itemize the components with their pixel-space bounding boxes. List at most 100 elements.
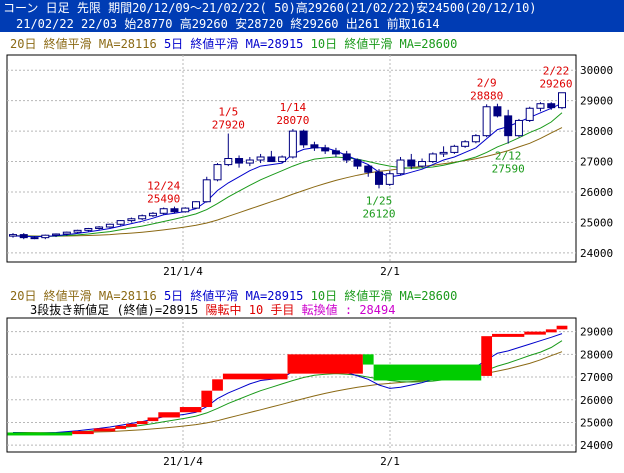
extreme-date-label: 1/14: [280, 101, 307, 114]
candle-up: [288, 130, 297, 158]
candle-up: [428, 153, 437, 163]
price-panel-y-tick-label: 26000: [580, 186, 613, 199]
breakline-panel-y-tick-label: 24000: [580, 439, 613, 452]
candle-up: [159, 208, 168, 214]
breakline-trend-status: 陽転中: [205, 303, 242, 317]
extreme-value-label: 27590: [492, 163, 525, 176]
candle-up: [278, 156, 287, 163]
top-legend-ma20: 20日 終値平滑 MA=28116: [10, 37, 157, 51]
brick-up: [93, 428, 116, 432]
candle-down: [19, 234, 28, 239]
candle-down: [342, 153, 351, 161]
candle-up: [95, 226, 104, 230]
candle-down: [493, 106, 502, 117]
candle-down: [299, 130, 308, 146]
brick-down: [7, 432, 73, 436]
breakline-step-count: 10 手目: [248, 303, 295, 317]
candle-up: [202, 179, 211, 203]
ma10-line: [12, 112, 563, 237]
bottom-legend-ma5: 5日 終値平滑 MA=28915: [163, 289, 304, 303]
brick-up: [201, 390, 213, 408]
candle-up: [9, 234, 17, 237]
candle-down: [331, 150, 340, 155]
candle-down: [235, 158, 244, 164]
candle-up: [62, 231, 71, 235]
candle-down: [267, 156, 276, 163]
breakline-status: 3段抜き新値足 (終値)=28915 陽転中 10 手目 転換値 : 28494: [30, 303, 395, 317]
brick-up: [212, 379, 223, 391]
breakline-reversal-value: 転換値 : 28494: [301, 303, 396, 317]
brick-up: [126, 423, 137, 427]
brick-up: [158, 412, 180, 418]
candle-up: [525, 107, 534, 121]
extreme-value-label: 29260: [539, 78, 572, 91]
breakline-panel-y-tick-label: 27000: [580, 371, 613, 384]
brick-down: [373, 364, 482, 381]
price-panel-y-tick-label: 27000: [580, 156, 613, 169]
candle-up: [224, 158, 233, 166]
breakline-panel-y-tick-label: 29000: [580, 326, 613, 339]
price-panel-x-tick-label: 21/1/4: [163, 265, 203, 278]
price-panel-x-tick-label: 2/1: [380, 265, 400, 278]
ohlc-summary: 21/02/22 22/03 始28770 高29260 安28720 終292…: [0, 16, 624, 32]
bottom-legend-ma10: 10日 終値平滑 MA=28600: [310, 289, 458, 303]
breakline-panel-y-tick-label: 28000: [580, 348, 613, 361]
extreme-value-label: 25490: [147, 193, 180, 206]
candle-up: [385, 173, 394, 185]
candle-up: [558, 92, 566, 109]
extreme-date-label: 1/25: [366, 194, 393, 207]
breakline-panel-y-tick-label: 26000: [580, 394, 613, 407]
top-legend-ma10: 10日 終値平滑 MA=28600: [310, 37, 458, 51]
candle-down: [407, 159, 416, 167]
candle-down: [310, 144, 319, 149]
candle-up: [30, 237, 39, 240]
brick-up: [222, 373, 288, 380]
brick-up: [72, 431, 94, 435]
brick-up: [136, 421, 148, 425]
candle-up: [84, 228, 93, 231]
top-legend-ma5: 5日 終値平滑 MA=28915: [163, 37, 304, 51]
candle-up: [181, 207, 190, 213]
breakline-panel-y-tick-label: 25000: [580, 416, 613, 429]
candle-up: [245, 159, 254, 164]
brick-up: [481, 336, 493, 376]
candle-up: [256, 156, 265, 161]
extreme-value-label: 28880: [470, 89, 503, 102]
candle-up: [192, 201, 200, 209]
candle-up: [418, 161, 427, 167]
price-panel-y-tick-label: 29000: [580, 95, 613, 108]
price-panel-y-tick-label: 28000: [580, 125, 613, 138]
brick-up: [545, 329, 557, 333]
candle-down: [364, 165, 373, 173]
candle-up: [536, 103, 545, 109]
ma20-line: [13, 127, 563, 237]
candle-down: [170, 208, 179, 213]
candle-up: [461, 141, 470, 147]
price-panel-y-tick-label: 24000: [580, 247, 613, 260]
candle-up: [52, 233, 61, 236]
extreme-date-label: 1/5: [218, 106, 238, 119]
extreme-date-label: 12/24: [147, 180, 180, 193]
candle-up: [450, 145, 459, 153]
price-panel-y-tick-label: 25000: [580, 216, 613, 229]
ma5-line: [12, 102, 563, 238]
candle-down: [353, 159, 362, 167]
top-legend: 20日 終値平滑 MA=28116 5日 終値平滑 MA=28915 10日 終…: [10, 37, 457, 51]
extreme-date-label: 2/9: [477, 76, 497, 89]
brick-up: [115, 425, 127, 429]
candle-up: [439, 151, 448, 155]
brick-up: [147, 417, 159, 422]
brick-up: [556, 325, 568, 330]
candle-up: [396, 159, 405, 175]
candle-up: [148, 212, 157, 217]
breakline-current-value: 3段抜き新値足 (終値)=28915: [30, 303, 199, 317]
candle-up: [127, 218, 136, 222]
candle-down: [504, 115, 513, 137]
breakline-panel-x-tick-label: 2/1: [380, 455, 400, 468]
brick-up: [492, 333, 525, 337]
extreme-date-label: 2/12: [495, 150, 522, 163]
bottom-legend: 20日 終値平滑 MA=28116 5日 終値平滑 MA=28915 10日 終…: [10, 289, 457, 303]
extreme-date-label: 2/22: [543, 65, 570, 78]
candle-up: [116, 220, 125, 225]
candle-up: [138, 215, 147, 220]
